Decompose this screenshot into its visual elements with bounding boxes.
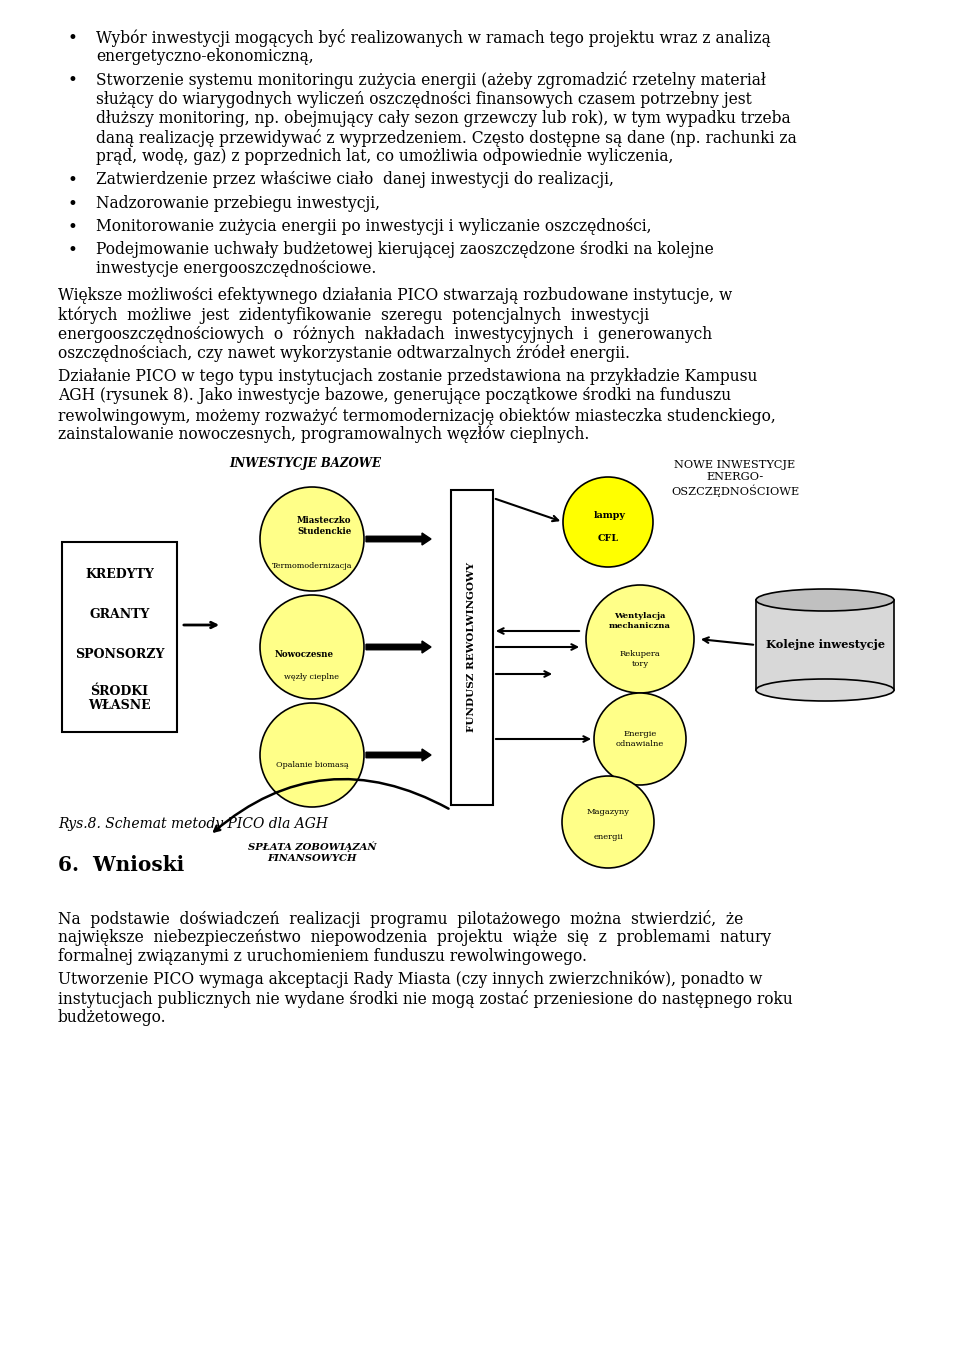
FancyArrow shape [366,533,431,545]
Text: Na  podstawie  doświadczeń  realizacji  programu  pilotażowego  można  stwierdzi: Na podstawie doświadczeń realizacji prog… [58,910,743,928]
Text: Stworzenie systemu monitoringu zużycia energii (ażeby zgromadzić rzetelny materi: Stworzenie systemu monitoringu zużycia e… [96,71,766,89]
Text: GRANTY: GRANTY [89,608,150,622]
Text: instytucjach publicznych nie wydane środki nie mogą zostać przeniesione do nastę: instytucjach publicznych nie wydane środ… [58,990,793,1007]
Text: KREDYTY: KREDYTY [85,569,154,581]
Text: Działanie PICO w tego typu instytucjach zostanie przedstawiona na przykładzie Ka: Działanie PICO w tego typu instytucjach … [58,368,757,385]
Text: energii: energii [593,833,623,841]
Text: Rys.8. Schemat metody PICO dla AGH: Rys.8. Schemat metody PICO dla AGH [58,817,328,831]
Text: Zatwierdzenie przez właściwe ciało  danej inwestycji do realizacji,: Zatwierdzenie przez właściwe ciało danej… [96,171,613,189]
Text: Nowoczesne: Nowoczesne [275,651,333,659]
Text: inwestycje energooszczędnościowe.: inwestycje energooszczędnościowe. [96,260,376,278]
Circle shape [260,595,364,699]
Text: Wybór inwestycji mogących być realizowanych w ramach tego projektu wraz z analiz: Wybór inwestycji mogących być realizowan… [96,29,771,46]
Text: największe  niebezpieczeństwo  niepowodzenia  projektu  wiąże  się  z  problemam: największe niebezpieczeństwo niepowodzen… [58,930,771,946]
Text: 6.  Wnioski: 6. Wnioski [58,854,184,875]
Text: węzły cieplne: węzły cieplne [284,673,340,681]
Text: budżetowego.: budżetowego. [58,1009,167,1027]
Circle shape [562,776,654,868]
Text: prąd, wodę, gaz) z poprzednich lat, co umożliwia odpowiednie wyliczenia,: prąd, wodę, gaz) z poprzednich lat, co u… [96,148,673,165]
Text: oszczędnościach, czy nawet wykorzystanie odtwarzalnych źródeł energii.: oszczędnościach, czy nawet wykorzystanie… [58,344,630,362]
Text: NOWE INWESTYCJE
ENERGO-
OSZCZĘDNOŚCIOWE: NOWE INWESTYCJE ENERGO- OSZCZĘDNOŚCIOWE [671,461,799,498]
Text: formalnej związanymi z uruchomieniem funduszu rewolwingowego.: formalnej związanymi z uruchomieniem fun… [58,949,587,965]
Text: daną realizację przewidywać z wyprzedzeniem. Często dostępne są dane (np. rachun: daną realizację przewidywać z wyprzedzen… [96,128,797,148]
Text: Termomodernizacja: Termomodernizacja [272,562,352,570]
Text: •: • [68,172,78,190]
Text: Rekupera
tory: Rekupera tory [619,651,660,667]
Text: Monitorowanie zużycia energii po inwestycji i wyliczanie oszczędności,: Monitorowanie zużycia energii po inwesty… [96,217,652,235]
Text: INWESTYCJE BAZOWE: INWESTYCJE BAZOWE [229,457,381,470]
Text: AGH (rysunek 8). Jako inwestycje bazowe, generujące początkowe środki na fundusz: AGH (rysunek 8). Jako inwestycje bazowe,… [58,387,732,405]
Text: Utworzenie PICO wymaga akceptacji Rady Miasta (czy innych zwierzchników), ponadt: Utworzenie PICO wymaga akceptacji Rady M… [58,971,762,988]
Text: CFL: CFL [597,534,618,544]
Text: Magazyny: Magazyny [587,808,630,816]
Text: •: • [68,30,78,46]
Text: Opalanie biomasą: Opalanie biomasą [276,761,348,770]
Text: Miasteczko
Studenckie: Miasteczko Studenckie [297,517,351,536]
FancyArrow shape [366,749,431,761]
Text: energetyczno-ekonomiczną,: energetyczno-ekonomiczną, [96,48,314,66]
Text: służący do wiarygodnych wyliczeń oszczędności finansowych czasem potrzebny jest: służący do wiarygodnych wyliczeń oszczęd… [96,90,752,108]
Circle shape [260,487,364,591]
Text: energooszczędnościowych  o  różnych  nakładach  inwestycyjnych  i  generowanych: energooszczędnościowych o różnych nakład… [58,325,712,343]
Text: zainstalowanie nowoczesnych, programowalnych węzłów cieplnych.: zainstalowanie nowoczesnych, programowal… [58,425,589,443]
Text: Wentylacja
mechaniczna: Wentylacja mechaniczna [609,612,671,630]
Text: lampy: lampy [594,511,626,521]
Text: Energie
odnawialne: Energie odnawialne [616,730,664,748]
Text: FUNDUSZ REWOLWINGOWY: FUNDUSZ REWOLWINGOWY [468,562,476,733]
Text: •: • [68,242,78,258]
FancyBboxPatch shape [756,600,894,690]
Text: Podejmowanie uchwały budżetowej kierującej zaoszczędzone środki na kolejne: Podejmowanie uchwały budżetowej kierując… [96,241,713,258]
Circle shape [594,693,686,785]
Circle shape [586,585,694,693]
Text: dłuższy monitoring, np. obejmujący cały sezon grzewczy lub rok), w tym wypadku t: dłuższy monitoring, np. obejmujący cały … [96,109,791,127]
Text: •: • [68,195,78,212]
FancyBboxPatch shape [62,541,177,731]
Circle shape [260,703,364,807]
FancyBboxPatch shape [451,489,493,805]
Ellipse shape [756,679,894,701]
FancyArrow shape [366,641,431,653]
Text: •: • [68,219,78,235]
Text: Kolejne inwestycje: Kolejne inwestycje [765,640,884,651]
Text: SPŁATA ZOBOWIĄZAŃ
FINANSOWYCH: SPŁATA ZOBOWIĄZAŃ FINANSOWYCH [248,842,376,863]
Text: SPONSORZY: SPONSORZY [75,648,164,662]
Text: Większe możliwości efektywnego działania PICO stwarzają rozbudowane instytucje, : Większe możliwości efektywnego działania… [58,287,732,305]
Text: rewolwingowym, możemy rozważyć termomodernizację obiektów miasteczka studenckieg: rewolwingowym, możemy rozważyć termomode… [58,406,776,425]
Ellipse shape [756,589,894,611]
Text: ŚRODKI
WŁASNE: ŚRODKI WŁASNE [88,685,151,712]
Text: których  możliwe  jest  zidentyfikowanie  szeregu  potencjalnych  inwestycji: których możliwe jest zidentyfikowanie sz… [58,306,649,324]
Circle shape [563,477,653,567]
Text: Nadzorowanie przebiegu inwestycji,: Nadzorowanie przebiegu inwestycji, [96,194,380,212]
Text: •: • [68,72,78,89]
